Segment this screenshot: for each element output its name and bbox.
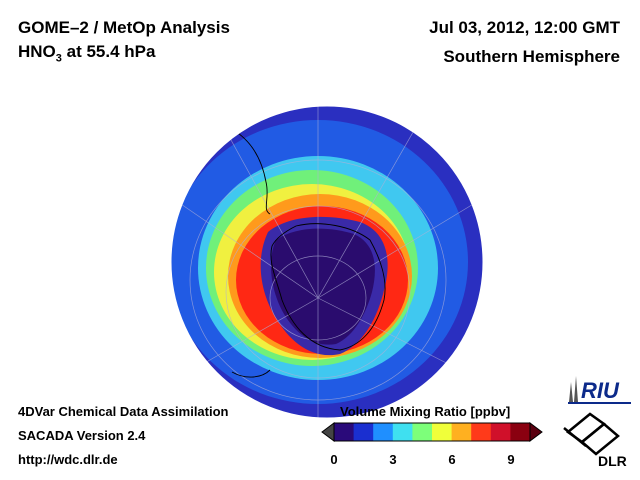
dlr-logo-icon — [563, 412, 620, 456]
polar-vortex-inner — [270, 228, 375, 345]
colorbar-segment — [510, 423, 531, 441]
colorbar-segment — [412, 423, 433, 441]
colorbar-segment — [353, 423, 374, 441]
antarctica-coast — [270, 223, 386, 351]
colorbar-tick-0: 0 — [330, 452, 338, 467]
hemisphere-label: Southern Hemisphere — [443, 47, 620, 66]
colorbar — [321, 422, 543, 442]
title-product: GOME–2 / MetOp Analysis — [18, 18, 230, 37]
version-label: SACADA Version 2.4 — [18, 428, 146, 443]
species-name: HNO — [18, 42, 56, 61]
colorbar-min-arrow — [321, 422, 335, 442]
colorbar-segment — [432, 423, 453, 441]
website-url: http://wdc.dlr.de — [18, 452, 118, 467]
colorbar-segment — [392, 423, 413, 441]
colorbar-max-arrow — [529, 422, 543, 442]
colorbar-tick-9: 9 — [507, 452, 515, 467]
dlr-logo-text: DLR — [598, 453, 627, 469]
colorbar-segment — [471, 423, 492, 441]
colorbar-tick-6: 6 — [448, 452, 456, 467]
south-america-coast — [229, 127, 271, 215]
globe-outline — [170, 105, 484, 419]
colorbar-segment — [490, 423, 511, 441]
riu-logo-text: RIU — [581, 378, 620, 403]
colorbar-segment — [451, 423, 472, 441]
colorbar-frame — [333, 422, 531, 442]
species-subscript: 3 — [55, 52, 62, 65]
colorbar-segment — [334, 423, 355, 441]
assimilation-label: 4DVar Chemical Data Assimilation — [18, 404, 229, 419]
colorbar-title: Volume Mixing Ratio [ppbv] — [340, 404, 511, 419]
pressure-level: at 55.4 hPa — [61, 42, 156, 61]
colorbar-tick-3: 3 — [389, 452, 397, 467]
colorbar-segment — [373, 423, 394, 441]
analysis-datetime: Jul 03, 2012, 12:00 GMT — [429, 18, 620, 37]
riu-logo-tower-icon — [569, 376, 578, 402]
title-species: HNO3 at 55.4 hPa — [18, 42, 155, 64]
australia-coast — [231, 369, 271, 378]
dlr-logo: DLR — [563, 412, 627, 469]
riu-logo: RIU — [568, 376, 631, 404]
